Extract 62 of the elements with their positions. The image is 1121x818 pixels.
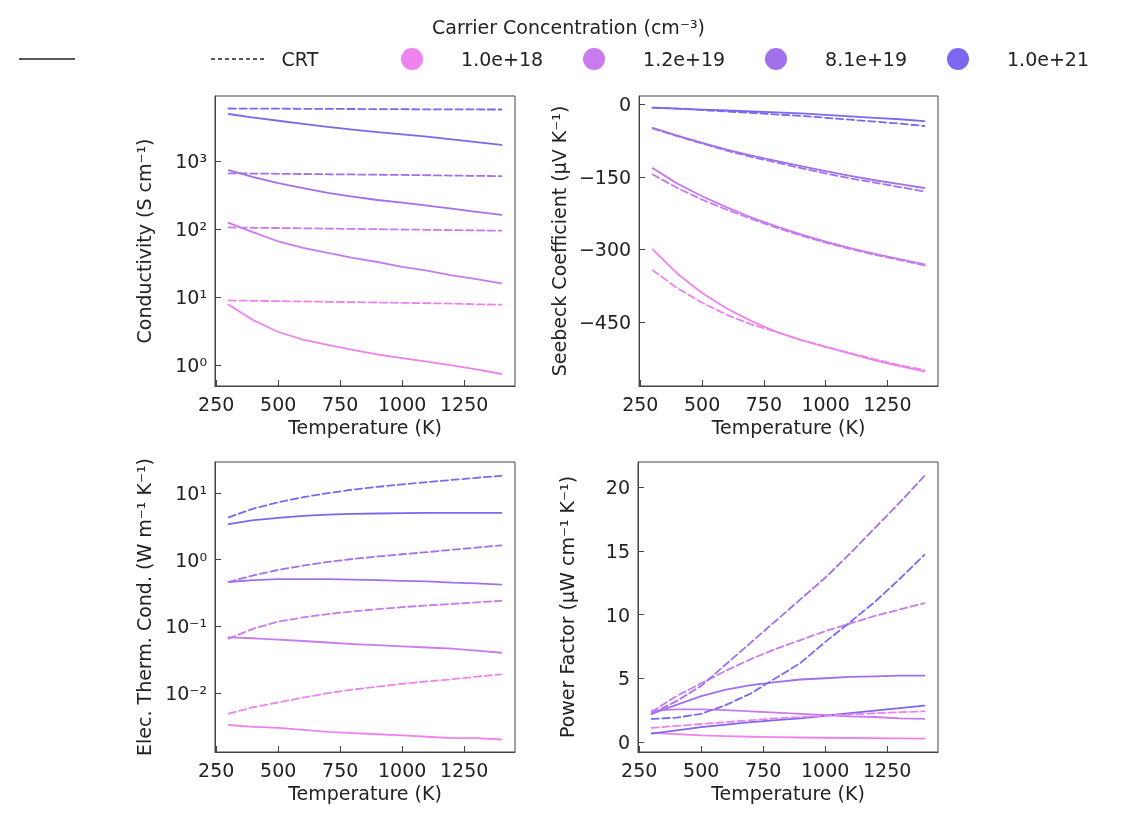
x-tick-label: 750 — [322, 392, 359, 415]
line-series — [227, 512, 503, 525]
x-tick-label: 1250 — [862, 758, 912, 781]
x-tick-label: 250 — [198, 392, 235, 415]
x-tick-label: 750 — [745, 392, 782, 415]
y-axis-title: Power Factor (μW cm⁻¹ K⁻¹) — [555, 475, 578, 739]
x-axis-title: Temperature (K) — [287, 782, 442, 805]
line-series — [227, 673, 503, 715]
y-tick-label: 10³ — [175, 150, 207, 173]
y-tick-label: 10 — [605, 603, 630, 626]
line-series — [227, 303, 503, 375]
line-series — [227, 724, 503, 741]
legend-title: Carrier Concentration (cm⁻³) — [431, 16, 706, 38]
text: CRT — [281, 48, 319, 70]
x-tick-label: 1000 — [378, 392, 427, 415]
x-tick-label: 500 — [683, 758, 720, 781]
x-tick-label: 250 — [621, 758, 658, 781]
x-tick-label: 750 — [322, 758, 359, 781]
x-tick-label: 500 — [260, 392, 297, 415]
x-tick-label: 250 — [622, 392, 659, 415]
line-series — [650, 704, 926, 735]
y-axis-title: Seebeck Coefficient (μV K⁻¹) — [547, 105, 570, 377]
x-tick-label: 500 — [683, 392, 721, 415]
y-tick-label: 10⁻¹ — [165, 615, 207, 638]
legend-label: 1.0e+18 — [461, 48, 544, 70]
x-axis-title: Temperature (K) — [287, 416, 442, 439]
x-axis-title: Temperature (K) — [710, 782, 865, 805]
legend-label: 1.2e+19 — [643, 48, 726, 70]
y-tick-label: 5 — [617, 667, 630, 690]
y-tick-label: 10¹ — [175, 481, 207, 504]
x-tick-label: 1000 — [801, 392, 850, 415]
y-tick-label: 0 — [617, 730, 630, 753]
line-series — [227, 113, 503, 146]
line-series — [227, 169, 503, 216]
line-series — [650, 553, 926, 720]
y-tick-label: 10⁰ — [175, 548, 207, 571]
x-tick-label: 1250 — [863, 392, 912, 415]
x-tick-label: 750 — [745, 758, 782, 781]
x-axis-title: Temperature (K) — [710, 416, 866, 439]
x-tick-label: 1000 — [378, 758, 427, 781]
x-tick-label: 1000 — [801, 758, 850, 781]
x-tick-label: 500 — [260, 758, 297, 781]
line-series — [227, 474, 503, 519]
y-tick-label: 15 — [605, 540, 630, 563]
line-series — [227, 221, 503, 285]
y-tick-label: 10² — [175, 218, 207, 241]
y-tick-label: −450 — [578, 311, 632, 334]
x-tick-label: 250 — [198, 758, 235, 781]
y-axis-title: Conductivity (S cm⁻¹) — [132, 138, 155, 344]
x-tick-label: 1250 — [439, 758, 489, 781]
y-tick-label: −150 — [578, 165, 632, 188]
legend-label: 8.1e+19 — [825, 48, 908, 70]
y-tick-label: −300 — [578, 238, 632, 261]
y-axis-title: Elec. Therm. Cond. (W m⁻¹ K⁻¹) — [132, 458, 155, 756]
y-tick-label: 20 — [605, 476, 630, 499]
y-tick-label: 10⁻² — [165, 681, 207, 704]
y-tick-label: 0 — [618, 93, 632, 116]
y-tick-label: 10¹ — [175, 286, 207, 309]
line-series — [650, 710, 926, 729]
y-tick-label: 10⁰ — [175, 354, 207, 377]
x-tick-label: 1250 — [439, 392, 489, 415]
legend-label: 1.0e+21 — [1007, 48, 1090, 70]
